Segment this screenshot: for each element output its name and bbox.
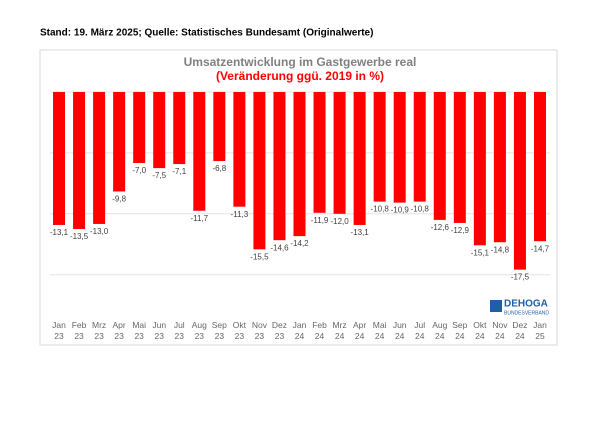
bar: [333, 92, 346, 214]
value-label: -10,8: [411, 205, 430, 214]
value-label: -10,8: [371, 205, 390, 214]
bar: [533, 92, 546, 242]
value-label: -13,5: [70, 232, 89, 241]
value-label: -12,0: [330, 217, 349, 226]
x-tick-label: Mrz 23: [92, 320, 107, 341]
header: Stand: 19. März 2025; Quelle: Statistisc…: [40, 28, 373, 39]
bar: [393, 92, 406, 203]
x-tick-label: Okt 24: [473, 320, 487, 341]
x-tick-label: Mai 23: [132, 320, 147, 341]
bar: [253, 92, 266, 250]
value-label: -14,7: [531, 244, 550, 253]
bar: [453, 92, 466, 223]
bar: [213, 92, 226, 162]
x-tick-label: Okt 23: [232, 320, 246, 341]
x-tick-label: Jan 24: [292, 320, 307, 341]
x-tick-label: Sep 23: [211, 320, 227, 341]
value-label: -15,1: [471, 248, 490, 257]
x-tick-label: Feb 24: [312, 320, 327, 341]
value-label: -17,5: [511, 273, 530, 282]
bar: [73, 92, 86, 230]
value-label: -13,1: [351, 228, 370, 237]
value-label: -9,8: [112, 195, 126, 204]
value-label: -7,0: [132, 166, 146, 175]
bar: [413, 92, 426, 202]
value-label: -7,1: [172, 167, 186, 176]
x-tick-label: Sep 24: [452, 320, 468, 341]
x-tick-label: Jan 25: [533, 320, 547, 341]
bar: [353, 92, 366, 225]
value-label: -10,9: [391, 206, 410, 215]
value-label: -11,9: [311, 216, 329, 225]
logo-sub: BUNDESVERBAND: [504, 310, 549, 316]
value-label: -15,5: [250, 252, 269, 261]
bar: [113, 92, 126, 192]
x-tick-label: Nov 24: [492, 320, 508, 341]
bar: [513, 92, 526, 270]
value-label: -13,1: [50, 228, 69, 237]
x-tick-label: Aug 23: [191, 320, 207, 341]
x-tick-label: Nov 23: [251, 320, 267, 341]
chart-title: Umsatzentwicklung im Gastgewerbe real: [184, 55, 417, 69]
x-tick-label: Dez 24: [512, 320, 528, 341]
value-label: -14,6: [270, 243, 289, 252]
x-tick-label: Mrz 24: [332, 320, 347, 341]
x-tick-label: Feb 23: [71, 320, 87, 341]
value-label: -14,2: [290, 239, 309, 248]
bar: [313, 92, 326, 213]
x-tick-label: Mai 24: [372, 320, 387, 341]
logo-name: DEHOGA: [504, 299, 548, 310]
bar: [133, 92, 146, 164]
bar: [293, 92, 306, 237]
x-tick-label: Aug 24: [432, 320, 448, 341]
x-tick-label: Apr 24: [352, 320, 367, 341]
x-tick-label: Jul 23: [173, 320, 185, 341]
value-label: -11,7: [190, 214, 208, 223]
bar: [53, 92, 66, 225]
bar: [233, 92, 246, 207]
x-tick-label: Jun 24: [392, 320, 407, 341]
value-label: -12,9: [451, 226, 470, 235]
value-label: -13,0: [90, 227, 109, 236]
bar: [153, 92, 166, 169]
chart-subtitle: (Veränderung ggü. 2019 in %): [216, 69, 384, 83]
value-label: -6,8: [212, 164, 226, 173]
bar: [273, 92, 286, 241]
x-tick-label: Jan 23: [52, 320, 66, 341]
bar: [193, 92, 206, 211]
x-tick-label: Dez 23: [271, 320, 288, 341]
bar: [93, 92, 106, 224]
logo-icon: [490, 300, 502, 312]
x-tick-label: Apr 23: [112, 320, 126, 341]
x-tick-label: Jul 24: [414, 320, 426, 341]
value-label: -11,3: [231, 210, 249, 219]
value-label: -7,5: [152, 171, 166, 180]
bar: [433, 92, 446, 220]
value-label: -12,6: [431, 223, 450, 232]
bar: [473, 92, 486, 246]
bar: [173, 92, 186, 165]
bar: [493, 92, 506, 243]
x-tick-label: Jun 23: [152, 320, 167, 341]
value-label: -14,8: [491, 245, 510, 254]
bar: [373, 92, 386, 202]
